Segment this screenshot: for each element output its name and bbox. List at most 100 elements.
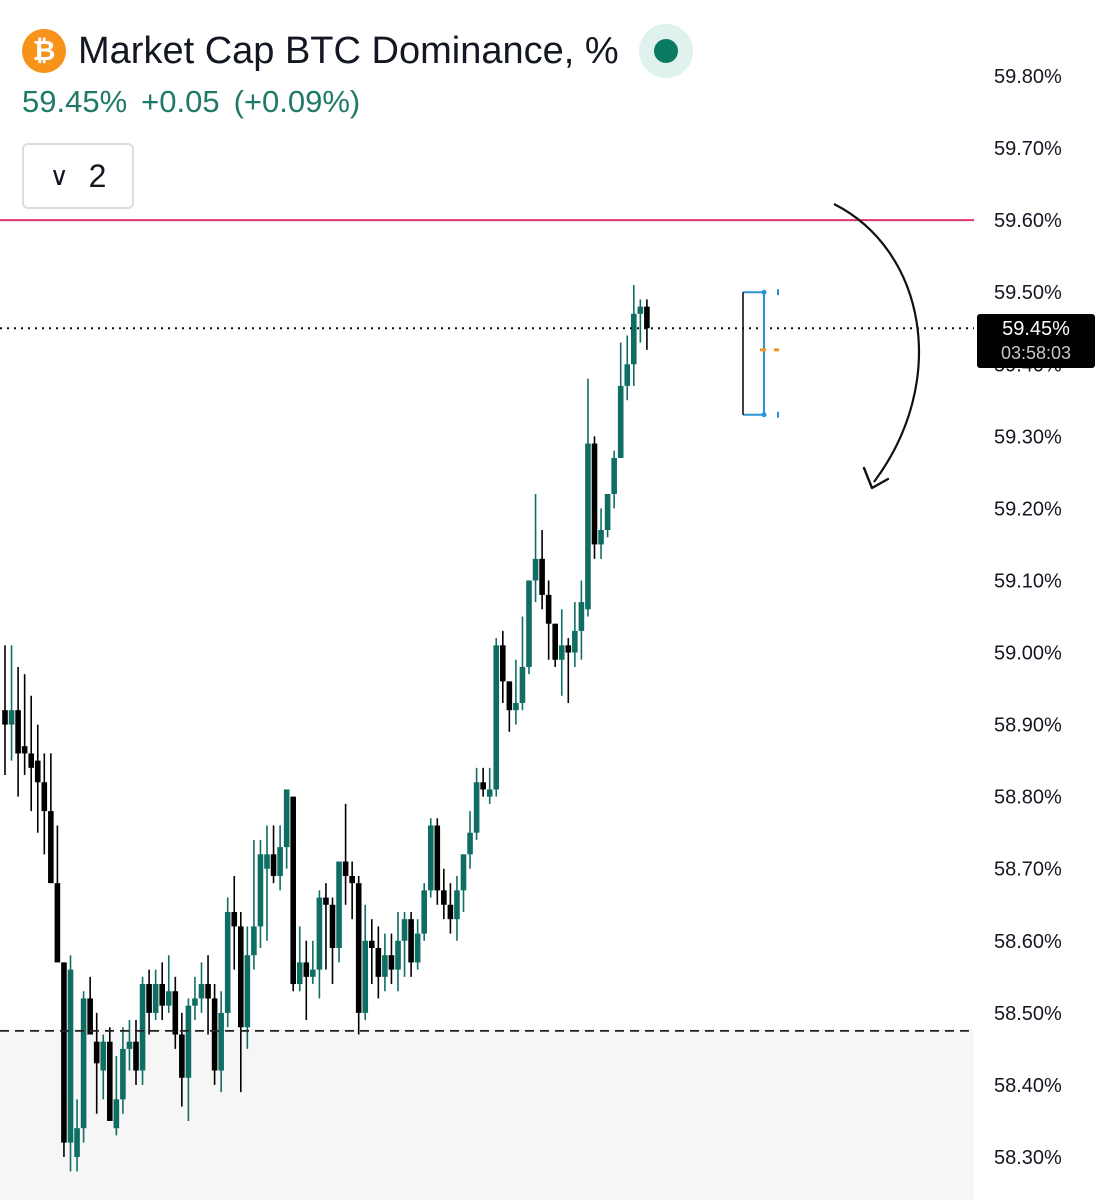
candle-body[interactable] <box>218 1012 224 1071</box>
candle-body[interactable] <box>165 991 172 1006</box>
candle-body[interactable] <box>139 984 146 1071</box>
candle-body[interactable] <box>480 782 486 790</box>
candle-body[interactable] <box>21 746 28 754</box>
candle-body[interactable] <box>500 645 506 682</box>
candle-body[interactable] <box>506 681 513 711</box>
candle-body[interactable] <box>146 984 152 1013</box>
candle-body[interactable] <box>604 493 611 531</box>
candle-body[interactable] <box>34 760 41 783</box>
candle-body[interactable] <box>316 897 323 970</box>
candle-body[interactable] <box>133 1041 139 1071</box>
candle-body[interactable] <box>172 991 179 1035</box>
candle-body[interactable] <box>87 998 93 1035</box>
candle-body[interactable] <box>565 645 572 653</box>
market-status-indicator[interactable] <box>638 24 693 78</box>
candle-body[interactable] <box>532 558 539 581</box>
candle-body[interactable] <box>454 890 460 920</box>
measure-bracket[interactable] <box>743 291 765 416</box>
candle-body[interactable] <box>486 789 493 797</box>
candle-body[interactable] <box>67 969 74 1143</box>
candle-body[interactable] <box>362 940 369 1013</box>
measure-handle[interactable] <box>761 289 767 295</box>
measure-handle[interactable] <box>761 412 767 418</box>
candle-body[interactable] <box>205 984 211 999</box>
measure-tool[interactable] <box>742 289 779 418</box>
candle-body[interactable] <box>539 558 545 595</box>
candle-body[interactable] <box>441 890 447 905</box>
candle-body[interactable] <box>617 385 624 458</box>
candle-body[interactable] <box>624 364 631 386</box>
candle-body[interactable] <box>277 847 283 876</box>
candle-body[interactable] <box>591 443 598 545</box>
candle-body[interactable] <box>375 948 382 977</box>
candle-body[interactable] <box>107 1041 113 1121</box>
candle-body[interactable] <box>126 1041 133 1049</box>
symbol-title[interactable]: Market Cap BTC Dominance, % <box>78 29 619 72</box>
candle-body[interactable] <box>473 782 480 833</box>
candle-body[interactable] <box>2 710 8 725</box>
candle-body[interactable] <box>395 940 401 970</box>
y-axis[interactable]: 59.80%59.70%59.60%59.50%59.40%59.30%59.2… <box>994 66 1062 1169</box>
candle-body[interactable] <box>388 955 395 970</box>
candle-body[interactable] <box>369 940 375 949</box>
candle-body[interactable] <box>467 832 473 855</box>
candle-body[interactable] <box>552 623 558 660</box>
candle-body[interactable] <box>349 875 355 884</box>
candle-body[interactable] <box>224 911 231 1013</box>
candle-body[interactable] <box>179 1034 185 1078</box>
candle-body[interactable] <box>434 825 441 891</box>
candle-body[interactable] <box>8 710 15 725</box>
candle-body[interactable] <box>244 955 251 1028</box>
candle-body[interactable] <box>61 962 67 1143</box>
candle-body[interactable] <box>323 897 329 905</box>
candle-body[interactable] <box>545 594 552 624</box>
candle-body[interactable] <box>447 904 454 920</box>
candle-body[interactable] <box>598 530 604 545</box>
candle-body[interactable] <box>644 306 650 329</box>
candle-body[interactable] <box>578 602 585 631</box>
candle-body[interactable] <box>15 710 21 754</box>
candle-body[interactable] <box>185 1005 192 1078</box>
candle-body[interactable] <box>211 998 218 1071</box>
candle-body[interactable] <box>637 306 644 314</box>
candle-body[interactable] <box>113 1099 120 1129</box>
candle-body[interactable] <box>519 666 526 703</box>
candle-body[interactable] <box>342 861 349 876</box>
candle-body[interactable] <box>48 811 54 884</box>
candle-body[interactable] <box>526 580 532 667</box>
candle-body[interactable] <box>513 702 519 711</box>
candle-body[interactable] <box>270 854 277 876</box>
candle-body[interactable] <box>80 998 87 1129</box>
candle-body[interactable] <box>54 883 61 963</box>
candle-body[interactable] <box>28 753 34 768</box>
candle-body[interactable] <box>296 962 303 985</box>
candle-body[interactable] <box>198 984 205 999</box>
candle-body[interactable] <box>329 904 336 949</box>
collapse-indicators-button[interactable]: ∨ 2 <box>22 143 134 209</box>
candle-body[interactable] <box>355 883 362 1013</box>
candle-body[interactable] <box>290 796 296 985</box>
candle-body[interactable] <box>493 645 500 790</box>
candle-body[interactable] <box>93 1041 100 1064</box>
candle-body[interactable] <box>159 984 165 1006</box>
candle-body[interactable] <box>460 854 467 891</box>
candle-body[interactable] <box>631 313 637 365</box>
candle-body[interactable] <box>414 933 421 963</box>
candle-body[interactable] <box>74 1128 80 1157</box>
candle-body[interactable] <box>427 825 434 891</box>
candle-body[interactable] <box>41 782 48 812</box>
candle-body[interactable] <box>152 984 159 1013</box>
candle-body[interactable] <box>572 630 578 653</box>
candle-body[interactable] <box>264 854 270 869</box>
candle-body[interactable] <box>238 926 244 1028</box>
candle-body[interactable] <box>257 854 264 927</box>
candle-body[interactable] <box>611 457 617 494</box>
candle-body[interactable] <box>120 1048 126 1100</box>
candle-body[interactable] <box>192 998 198 1006</box>
candle-body[interactable] <box>231 911 238 927</box>
candle-body[interactable] <box>408 919 414 963</box>
candle-body[interactable] <box>382 955 388 977</box>
candle-body[interactable] <box>558 645 565 660</box>
candle-body[interactable] <box>401 919 408 941</box>
